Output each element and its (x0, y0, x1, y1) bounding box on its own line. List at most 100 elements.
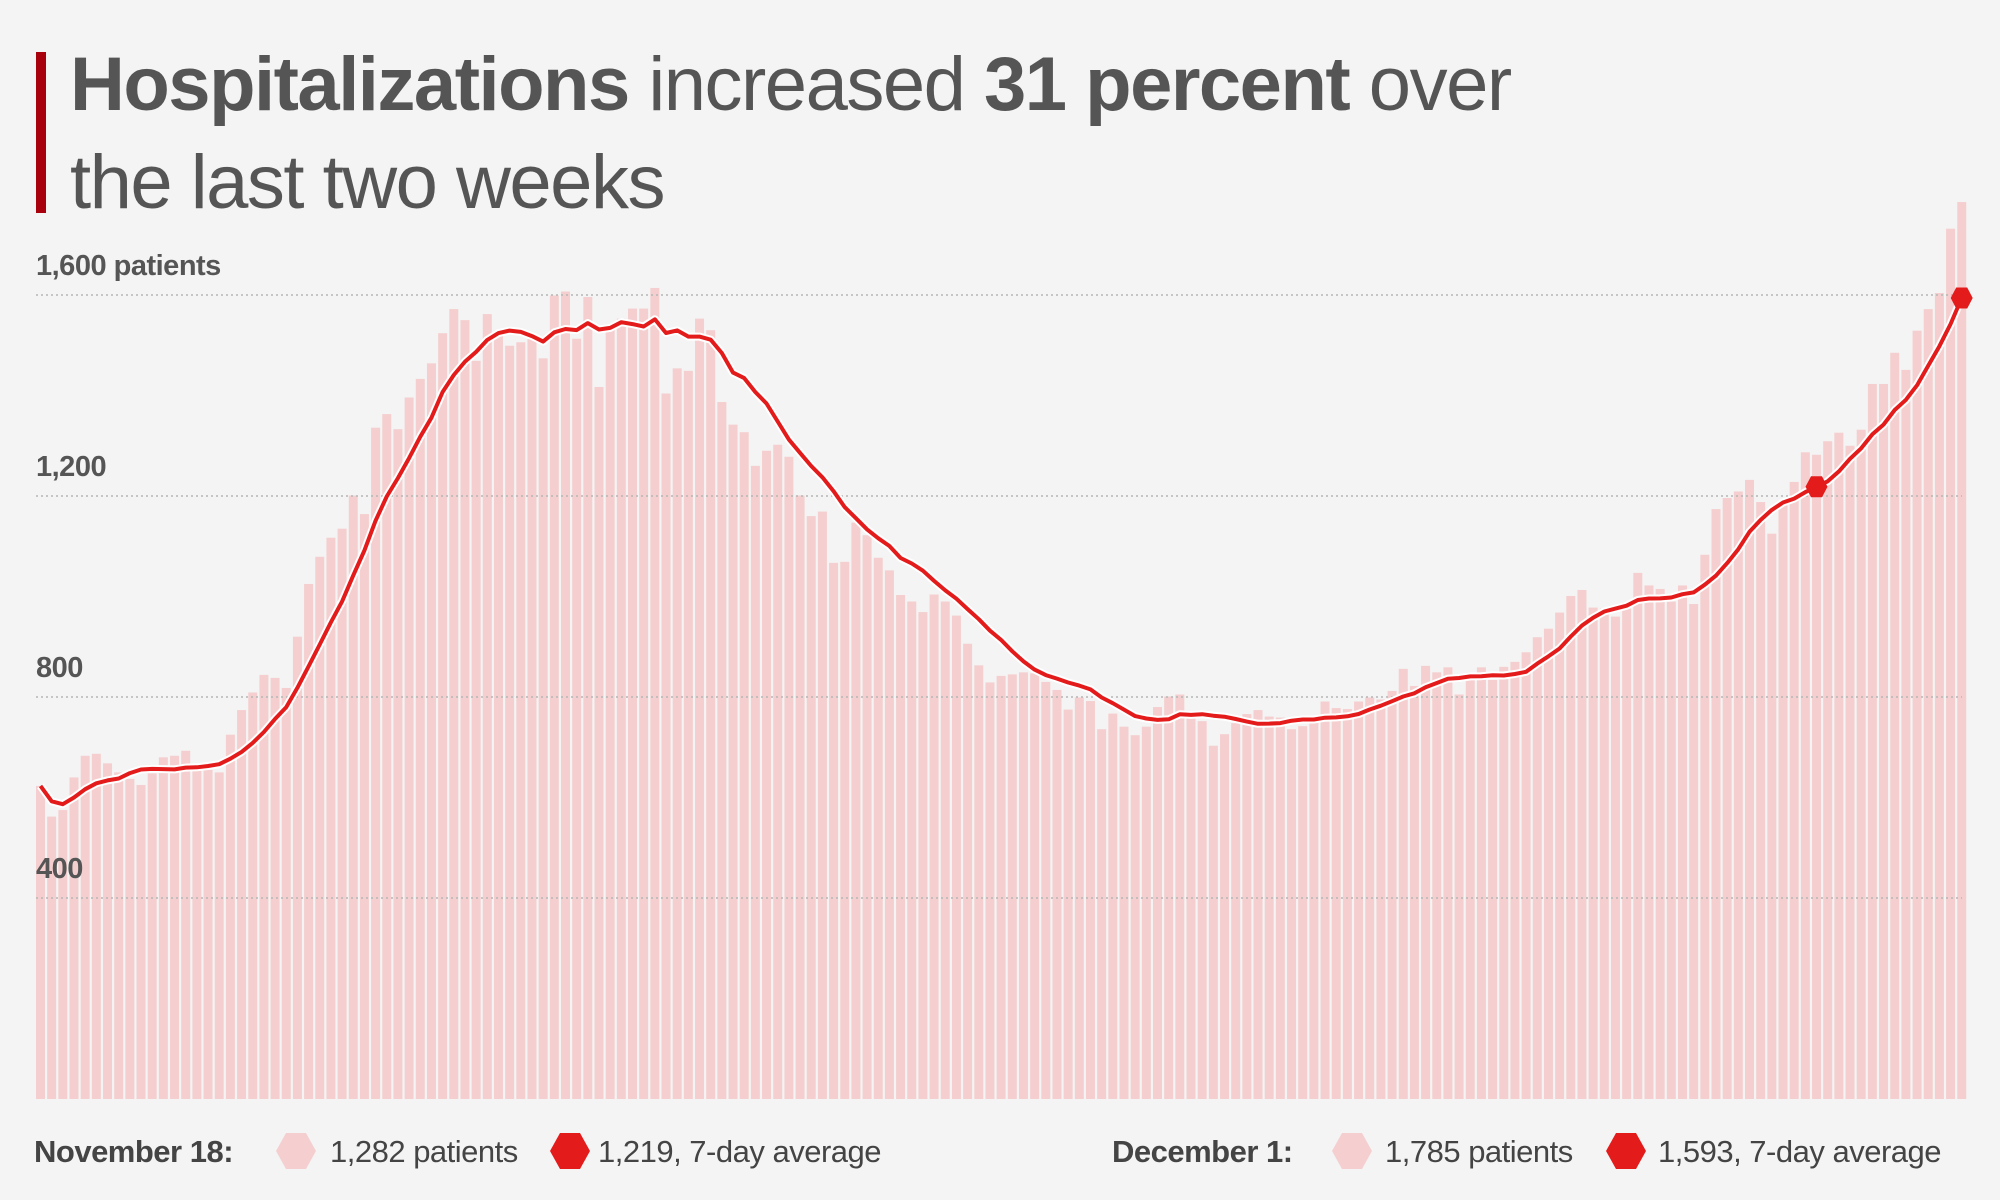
bar (505, 345, 515, 1099)
bar (1521, 652, 1531, 1099)
bar (1476, 667, 1486, 1099)
bar (963, 643, 973, 1099)
bar (661, 393, 671, 1099)
bar (1085, 701, 1095, 1099)
average-line (38, 297, 1964, 807)
legend-date-nov18: November 18: (34, 1134, 234, 1169)
bar (1119, 726, 1129, 1099)
bar (628, 308, 638, 1099)
bar (315, 556, 325, 1099)
bar (527, 338, 537, 1099)
bar (1879, 383, 1889, 1099)
bar (192, 769, 202, 1099)
bar (460, 320, 470, 1099)
bar (1633, 572, 1643, 1099)
bar (605, 327, 615, 1099)
bar (583, 297, 593, 1099)
bar (1923, 309, 1933, 1099)
bar (359, 514, 369, 1099)
bar (482, 314, 492, 1100)
bar (918, 612, 928, 1099)
bar (1242, 714, 1252, 1099)
bar (393, 429, 403, 1100)
bar (1331, 708, 1341, 1099)
bar (1320, 701, 1330, 1099)
bar (784, 456, 794, 1099)
bar (985, 682, 995, 1099)
average-line-group (37, 287, 1973, 809)
bar (1153, 707, 1162, 1099)
bar (1499, 666, 1509, 1099)
bar (695, 318, 705, 1099)
bar (125, 778, 135, 1099)
bar (1722, 498, 1732, 1099)
bar (170, 755, 180, 1099)
bar (951, 615, 961, 1099)
y-tick-label-1600: 1,600 patients (36, 250, 221, 282)
bar (449, 309, 459, 1099)
bar (1510, 661, 1520, 1099)
bar (1376, 699, 1386, 1099)
bar (326, 537, 336, 1099)
bar (1409, 685, 1419, 1099)
bar (1957, 202, 1967, 1100)
legend-average-hexagon-icon (550, 1133, 590, 1169)
bar (1834, 432, 1844, 1099)
bar (1097, 729, 1107, 1099)
bar (1287, 729, 1297, 1099)
bar (1767, 533, 1777, 1099)
bar (493, 331, 503, 1099)
bar (806, 516, 816, 1099)
bar (1812, 454, 1822, 1099)
bar (1354, 701, 1364, 1099)
bar (1588, 607, 1598, 1099)
bar (304, 583, 314, 1099)
bar (426, 363, 436, 1100)
bar (1934, 292, 1944, 1099)
bar (1890, 352, 1900, 1100)
legend-date-dec1: December 1: (1112, 1134, 1293, 1169)
bar (58, 810, 68, 1099)
bar (1197, 721, 1207, 1099)
bar (1175, 694, 1185, 1099)
bar (1264, 716, 1274, 1099)
bar (1465, 679, 1475, 1099)
bar (147, 773, 157, 1099)
bar (750, 465, 760, 1100)
legend-average-nov18: 1,219, 7-day average (598, 1134, 882, 1169)
bar (1398, 668, 1408, 1099)
bar (103, 763, 113, 1099)
bar (1030, 673, 1040, 1099)
bar (1610, 616, 1620, 1099)
bar (1555, 612, 1565, 1099)
bar (292, 636, 302, 1099)
bar (1052, 689, 1062, 1099)
bar (47, 816, 57, 1099)
bar (549, 295, 559, 1099)
bar (650, 287, 660, 1100)
bar (1845, 445, 1855, 1099)
bar (1074, 697, 1084, 1099)
title-line-2: the last two weeks (70, 140, 665, 225)
bar (237, 710, 247, 1099)
title-text-over: over (1349, 42, 1512, 127)
bar (1298, 726, 1308, 1099)
bar (1756, 502, 1766, 1099)
bar (996, 675, 1006, 1099)
bar (1711, 509, 1721, 1099)
bar (1622, 608, 1632, 1099)
bar (672, 368, 682, 1099)
bar (1856, 429, 1866, 1099)
legend-patients-nov18: 1,282 patients (330, 1134, 518, 1169)
bar (817, 511, 827, 1099)
bar (1867, 383, 1877, 1099)
bar (80, 755, 90, 1099)
bar (91, 753, 101, 1099)
legend-average-hexagon-icon (1606, 1133, 1646, 1169)
bar (795, 495, 805, 1099)
chart-title: Hospitalizations increased 31 percent ov… (70, 36, 1512, 232)
bar (1220, 734, 1230, 1099)
title-bold-percent: 31 percent (984, 42, 1351, 127)
legend-patients-dec1: 1,785 patients (1385, 1134, 1573, 1169)
average-marker-hexagon-icon (1805, 476, 1828, 498)
